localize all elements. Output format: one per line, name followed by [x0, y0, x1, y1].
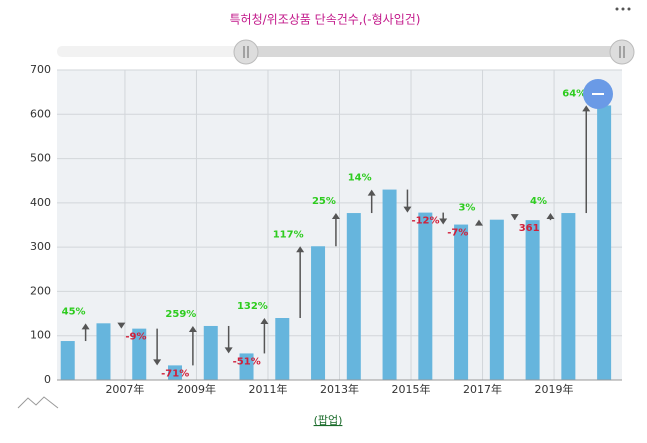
slider-handle[interactable]	[233, 39, 259, 65]
change-label: 259%	[165, 309, 196, 320]
y-tick-label: 400	[30, 196, 51, 209]
chart-title: 특허청/위조상품 단속건수,(-형사입건)	[230, 13, 421, 27]
change-label: -71%	[161, 368, 189, 379]
arrow-head	[260, 318, 269, 324]
bar	[132, 328, 147, 380]
bar	[525, 220, 540, 380]
bar	[346, 213, 361, 380]
arrow-head	[439, 218, 448, 225]
change-label: -12%	[411, 216, 439, 227]
bar	[561, 213, 576, 380]
bar	[239, 353, 254, 380]
change-label: 3%	[458, 203, 475, 214]
slider-range	[246, 46, 623, 57]
arrow-head	[367, 189, 376, 196]
y-tick-label: 0	[44, 373, 51, 386]
x-tick-label: 2007年	[105, 382, 144, 396]
slider-handle[interactable]	[609, 39, 635, 65]
arrow-head	[474, 219, 483, 226]
arrow-head	[403, 206, 412, 213]
change-label: 45%	[62, 306, 86, 317]
bar	[96, 323, 111, 380]
y-tick-label: 300	[30, 240, 51, 253]
collapse-button[interactable]	[583, 79, 613, 109]
change-label: 25%	[312, 196, 336, 207]
arrow-head	[296, 246, 305, 253]
arrow-head	[546, 213, 555, 220]
x-tick-label: 2017年	[463, 382, 502, 396]
change-label: 117%	[273, 229, 304, 240]
arrow-head	[117, 322, 126, 329]
change-label: 14%	[348, 173, 372, 184]
change-label: 4%	[530, 196, 547, 207]
bar	[418, 212, 433, 380]
change-label: 361	[519, 223, 540, 234]
change-label: -51%	[233, 356, 261, 367]
x-tick-label: 2011年	[248, 382, 287, 396]
bar	[275, 318, 290, 380]
bar	[311, 246, 326, 380]
arrow-head	[153, 359, 162, 366]
y-tick-label: 200	[30, 284, 51, 297]
arrow-head	[188, 325, 197, 332]
x-tick-label: 2019年	[535, 382, 574, 396]
y-tick-label: 100	[30, 329, 51, 342]
x-tick-label: 2015年	[392, 382, 431, 396]
bar	[489, 219, 504, 380]
bar	[597, 105, 612, 380]
menu[interactable]	[615, 7, 631, 11]
bar	[60, 341, 75, 380]
x-tick-label: 2009年	[177, 382, 216, 396]
y-tick-label: 700	[30, 63, 51, 76]
arrow-head	[331, 213, 340, 220]
arrow-head	[224, 347, 233, 354]
bar	[203, 325, 218, 380]
popup-link[interactable]: (팝업)	[314, 414, 343, 427]
x-tick-label: 2013年	[320, 382, 359, 396]
bar	[454, 224, 469, 380]
range-icon	[17, 396, 59, 409]
bar	[168, 365, 183, 380]
bar	[382, 189, 397, 380]
y-tick-label: 500	[30, 152, 51, 165]
arrow-head	[582, 105, 591, 112]
change-label: 132%	[237, 301, 268, 312]
change-label: -7%	[447, 228, 468, 239]
arrow-head	[510, 214, 519, 221]
y-tick-label: 600	[30, 107, 51, 120]
change-label: -9%	[125, 332, 146, 343]
change-label: 64%	[562, 88, 586, 99]
arrow-head	[81, 323, 90, 330]
